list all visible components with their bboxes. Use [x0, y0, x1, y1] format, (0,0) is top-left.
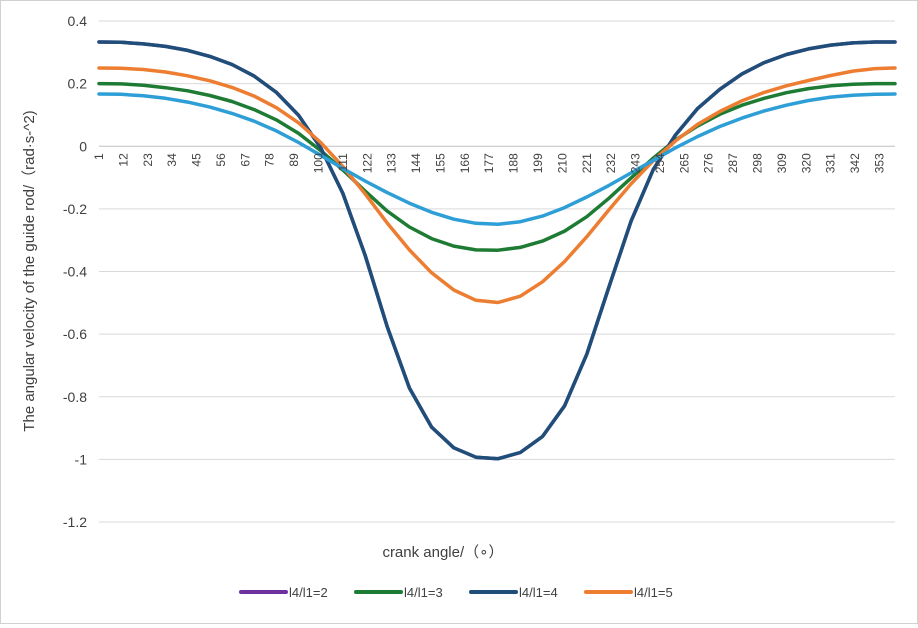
legend-label: l4/l1=3 — [404, 585, 443, 600]
y-tick-label: -0.2 — [63, 201, 87, 217]
x-tick-label: 342 — [848, 153, 862, 173]
x-tick-label: 199 — [531, 153, 545, 173]
x-tick-label: 133 — [385, 153, 399, 173]
series-line-4 — [97, 66, 897, 305]
x-tick-label: 155 — [433, 153, 447, 173]
x-tick-label: 45 — [190, 153, 204, 167]
x-tick-label: 12 — [116, 153, 130, 167]
y-tick-label: -1 — [75, 451, 88, 467]
x-tick-labels: 1 12 23 34 45 56 67 78 89 100 111 122 133 144 155 166 17… — [92, 153, 886, 173]
x-tick-label: 353 — [872, 153, 886, 173]
y-tick-label: 0.2 — [68, 76, 88, 92]
x-tick-label: 309 — [775, 153, 789, 173]
x-tick-label: 320 — [799, 153, 813, 173]
legend: l4/l1=2 l4/l1=3 l4/l1=4 l4/l1=5 — [239, 585, 673, 600]
x-tick-label: 122 — [360, 153, 374, 173]
x-tick-label: 298 — [751, 153, 765, 173]
series-line-2 — [97, 81, 897, 252]
x-tick-label: 144 — [409, 153, 423, 173]
x-tick-label: 188 — [507, 153, 521, 173]
gridlines — [99, 20, 895, 523]
x-tick-label: 166 — [458, 153, 472, 173]
x-tick-label: 67 — [238, 153, 252, 167]
x-tick-label: 243 — [629, 153, 643, 173]
series-line-3 — [97, 40, 897, 461]
y-tick-label: 0.4 — [68, 13, 88, 29]
y-tick-label: -0.8 — [63, 389, 87, 405]
x-tick-label: 254 — [653, 153, 667, 173]
x-tick-label: 111 — [336, 153, 350, 172]
x-tick-label: 56 — [214, 153, 228, 167]
y-tick-label: -0.6 — [63, 326, 87, 342]
x-tick-label: 331 — [824, 153, 838, 173]
x-tick-label: 100 — [312, 153, 326, 173]
x-tick-label: 78 — [263, 153, 277, 167]
x-tick-label: 23 — [141, 153, 155, 167]
x-tick-label: 287 — [726, 153, 740, 173]
x-axis-title: crank angle/（∘） — [382, 544, 503, 561]
legend-label: l4/l1=5 — [634, 585, 673, 600]
legend-label: l4/l1=4 — [519, 585, 558, 600]
x-tick-label: 89 — [287, 153, 301, 167]
x-tick-label: 177 — [482, 153, 496, 173]
y-tick-label: -1.2 — [63, 514, 87, 530]
legend-label: l4/l1=2 — [289, 585, 328, 600]
x-tick-label: 1 — [92, 153, 106, 160]
x-tick-label: 232 — [604, 153, 618, 173]
x-tick-label: 265 — [677, 153, 691, 173]
series-line-5 — [97, 92, 897, 226]
y-tick-label: -0.4 — [63, 264, 87, 280]
y-tick-label: 0 — [79, 138, 87, 154]
y-tick-labels: 0.4 0.2 0 -0.2 -0.4 -0.6 -0.8 -1 -1.2 — [63, 13, 87, 530]
x-tick-label: 210 — [555, 153, 569, 173]
series-lines — [97, 40, 897, 461]
x-tick-label: 276 — [702, 153, 716, 173]
x-tick-label: 221 — [580, 153, 594, 173]
x-tick-label: 34 — [165, 153, 179, 167]
y-axis-title: The angular velocity of the guide rod/（r… — [21, 110, 38, 431]
